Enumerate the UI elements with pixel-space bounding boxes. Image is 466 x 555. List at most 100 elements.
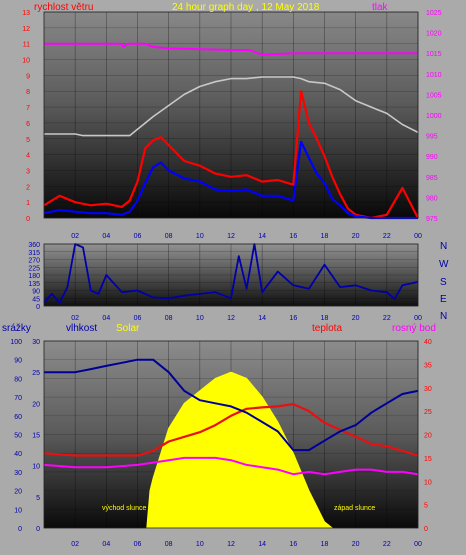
precip-axis-label: srážky [2, 323, 31, 334]
wind-tick-1: 1 [26, 200, 30, 207]
wind-direction-line [43, 243, 419, 304]
temperature-line [43, 403, 419, 457]
humidity-tick-15: 15 [32, 433, 40, 440]
direction-x-tick-22: 22 [383, 315, 391, 322]
pressure-tick-1015: 1015 [426, 51, 442, 58]
solar-label: Solar [116, 323, 140, 334]
wind-direction-panel-border [43, 243, 419, 307]
bottom-x-tick-10: 10 [196, 541, 204, 548]
direction-x-tick-12: 12 [227, 315, 235, 322]
wind-x-tick-00: 00 [414, 233, 422, 240]
humidity-tick-10: 10 [32, 464, 40, 471]
pressure-tick-980: 980 [426, 195, 438, 202]
pressure-tick-1010: 1010 [426, 72, 442, 79]
sunset-label: západ slunce [334, 505, 375, 512]
temperature-tick-0: 0 [424, 526, 428, 533]
temperature-tick-15: 15 [424, 456, 432, 463]
precip-tick-80: 80 [14, 376, 22, 383]
bottom-x-tick-04: 04 [102, 541, 110, 548]
humidity-tick-5: 5 [36, 495, 40, 502]
direction-x-tick-00: 00 [414, 315, 422, 322]
wind-tick-12: 12 [22, 26, 30, 33]
compass-label-e: E [440, 294, 447, 305]
wind-x-tick-10: 10 [196, 233, 204, 240]
wind-x-tick-22: 22 [383, 233, 391, 240]
direction-x-tick-02: 02 [71, 315, 79, 322]
precip-tick-70: 70 [14, 395, 22, 402]
wind-x-tick-18: 18 [321, 233, 329, 240]
wind-x-tick-02: 02 [71, 233, 79, 240]
bottom-x-tick-00: 00 [414, 541, 422, 548]
temperature-tick-30: 30 [424, 386, 432, 393]
precip-tick-0: 0 [18, 526, 22, 533]
pressure-tick-1025: 1025 [426, 10, 442, 17]
direction-tick-135: 135 [28, 281, 40, 288]
wind-x-tick-04: 04 [102, 233, 110, 240]
precip-tick-90: 90 [14, 358, 22, 365]
wind-gust-line [43, 140, 418, 220]
wind-tick-4: 4 [26, 153, 30, 160]
precip-tick-20: 20 [14, 489, 22, 496]
wind-tick-10: 10 [22, 58, 30, 65]
pressure-secondary-line [44, 76, 419, 137]
wind-tick-9: 9 [26, 73, 30, 80]
direction-tick-45: 45 [32, 296, 40, 303]
dewpoint-line [43, 456, 419, 476]
pressure-tick-995: 995 [426, 134, 438, 141]
direction-tick-90: 90 [32, 289, 40, 296]
temperature-tick-20: 20 [424, 433, 432, 440]
bottom-x-tick-18: 18 [321, 541, 329, 548]
bottom-x-tick-02: 02 [71, 541, 79, 548]
compass-label-n-bottom: N [440, 311, 447, 322]
chart-title: 24 hour graph day , 12 May 2018 [172, 2, 320, 13]
direction-tick-270: 270 [28, 258, 40, 265]
pressure-tick-1020: 1020 [426, 31, 442, 38]
bottom-x-tick-12: 12 [227, 541, 235, 548]
direction-x-tick-06: 06 [134, 315, 142, 322]
temperature-tick-35: 35 [424, 362, 432, 369]
wind-speed-line [43, 90, 419, 220]
humidity-axis-label: vlhkost [66, 323, 97, 334]
temperature-axis-label: teplota [312, 323, 342, 334]
bottom-x-tick-22: 22 [383, 541, 391, 548]
precip-tick-50: 50 [14, 433, 22, 440]
bottom-x-tick-16: 16 [289, 541, 297, 548]
direction-tick-360: 360 [28, 242, 40, 249]
direction-tick-180: 180 [28, 273, 40, 280]
bottom-x-tick-08: 08 [165, 541, 173, 548]
direction-x-tick-14: 14 [258, 315, 266, 322]
direction-tick-0: 0 [36, 304, 40, 311]
compass-label-s: S [440, 277, 447, 288]
compass-label-w: W [439, 259, 449, 270]
direction-tick-315: 315 [28, 250, 40, 257]
wind-x-tick-06: 06 [134, 233, 142, 240]
wind-tick-0: 0 [26, 216, 30, 223]
temperature-tick-40: 40 [424, 339, 432, 346]
wind-tick-6: 6 [26, 121, 30, 128]
precip-tick-60: 60 [14, 414, 22, 421]
direction-x-tick-16: 16 [289, 315, 297, 322]
direction-x-tick-04: 04 [102, 315, 110, 322]
direction-x-tick-20: 20 [352, 315, 360, 322]
wind-tick-8: 8 [26, 89, 30, 96]
pressure-tick-985: 985 [426, 175, 438, 182]
direction-x-tick-18: 18 [321, 315, 329, 322]
direction-x-tick-10: 10 [196, 315, 204, 322]
humidity-tick-25: 25 [32, 370, 40, 377]
wind-tick-3: 3 [26, 168, 30, 175]
bottom-x-tick-20: 20 [352, 541, 360, 548]
precip-tick-100: 100 [10, 339, 22, 346]
humidity-temperature-panel-border [43, 340, 419, 529]
temperature-tick-25: 25 [424, 409, 432, 416]
humidity-tick-0: 0 [36, 526, 40, 533]
pressure-tick-975: 975 [426, 216, 438, 223]
compass-label-n-top: N [440, 241, 447, 252]
bottom-x-tick-14: 14 [258, 541, 266, 548]
pressure-axis-label: tlak [372, 2, 389, 13]
temperature-tick-5: 5 [424, 503, 428, 510]
sunrise-label: východ slunce [102, 505, 146, 512]
pressure-tick-1000: 1000 [426, 113, 442, 120]
wind-x-tick-20: 20 [352, 233, 360, 240]
wind-tick-5: 5 [26, 137, 30, 144]
